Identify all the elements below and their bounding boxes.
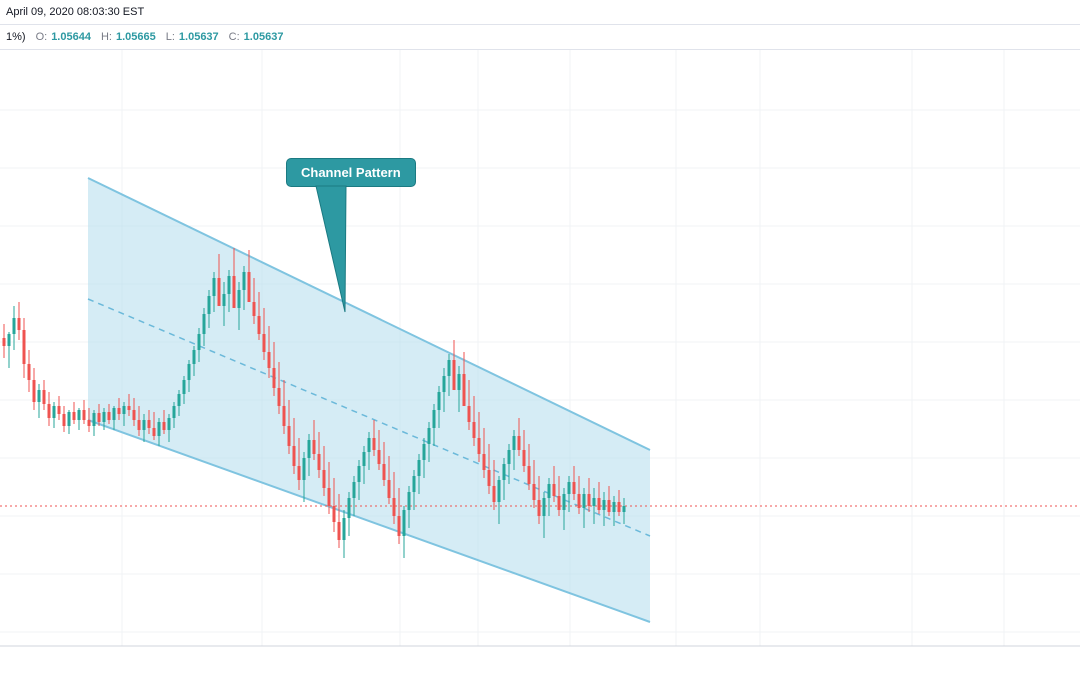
high-label: H:: [101, 31, 112, 43]
open-value: 1.05644: [51, 31, 91, 43]
percent-change: 1%): [6, 31, 26, 43]
close-label: C:: [229, 31, 240, 43]
high-value: 1.05665: [116, 31, 156, 43]
chart-area[interactable]: Channel Pattern 17Mar1624Apr1321May12:30: [0, 50, 1080, 675]
chart-header: April 09, 2020 08:03:30 EST: [0, 0, 1080, 25]
chart-ohlc-bar: 1%) O: 1.05644 H: 1.05665 L: 1.05637 C: …: [0, 25, 1080, 50]
low-value: 1.05637: [179, 31, 219, 43]
open-label: O:: [36, 31, 48, 43]
timestamp: April 09, 2020 08:03:30 EST: [6, 6, 144, 18]
price-chart-svg: [0, 50, 1080, 672]
channel-pattern-annotation[interactable]: Channel Pattern: [286, 158, 416, 187]
close-value: 1.05637: [244, 31, 284, 43]
low-label: L:: [166, 31, 175, 43]
annotation-tail: [286, 158, 586, 308]
